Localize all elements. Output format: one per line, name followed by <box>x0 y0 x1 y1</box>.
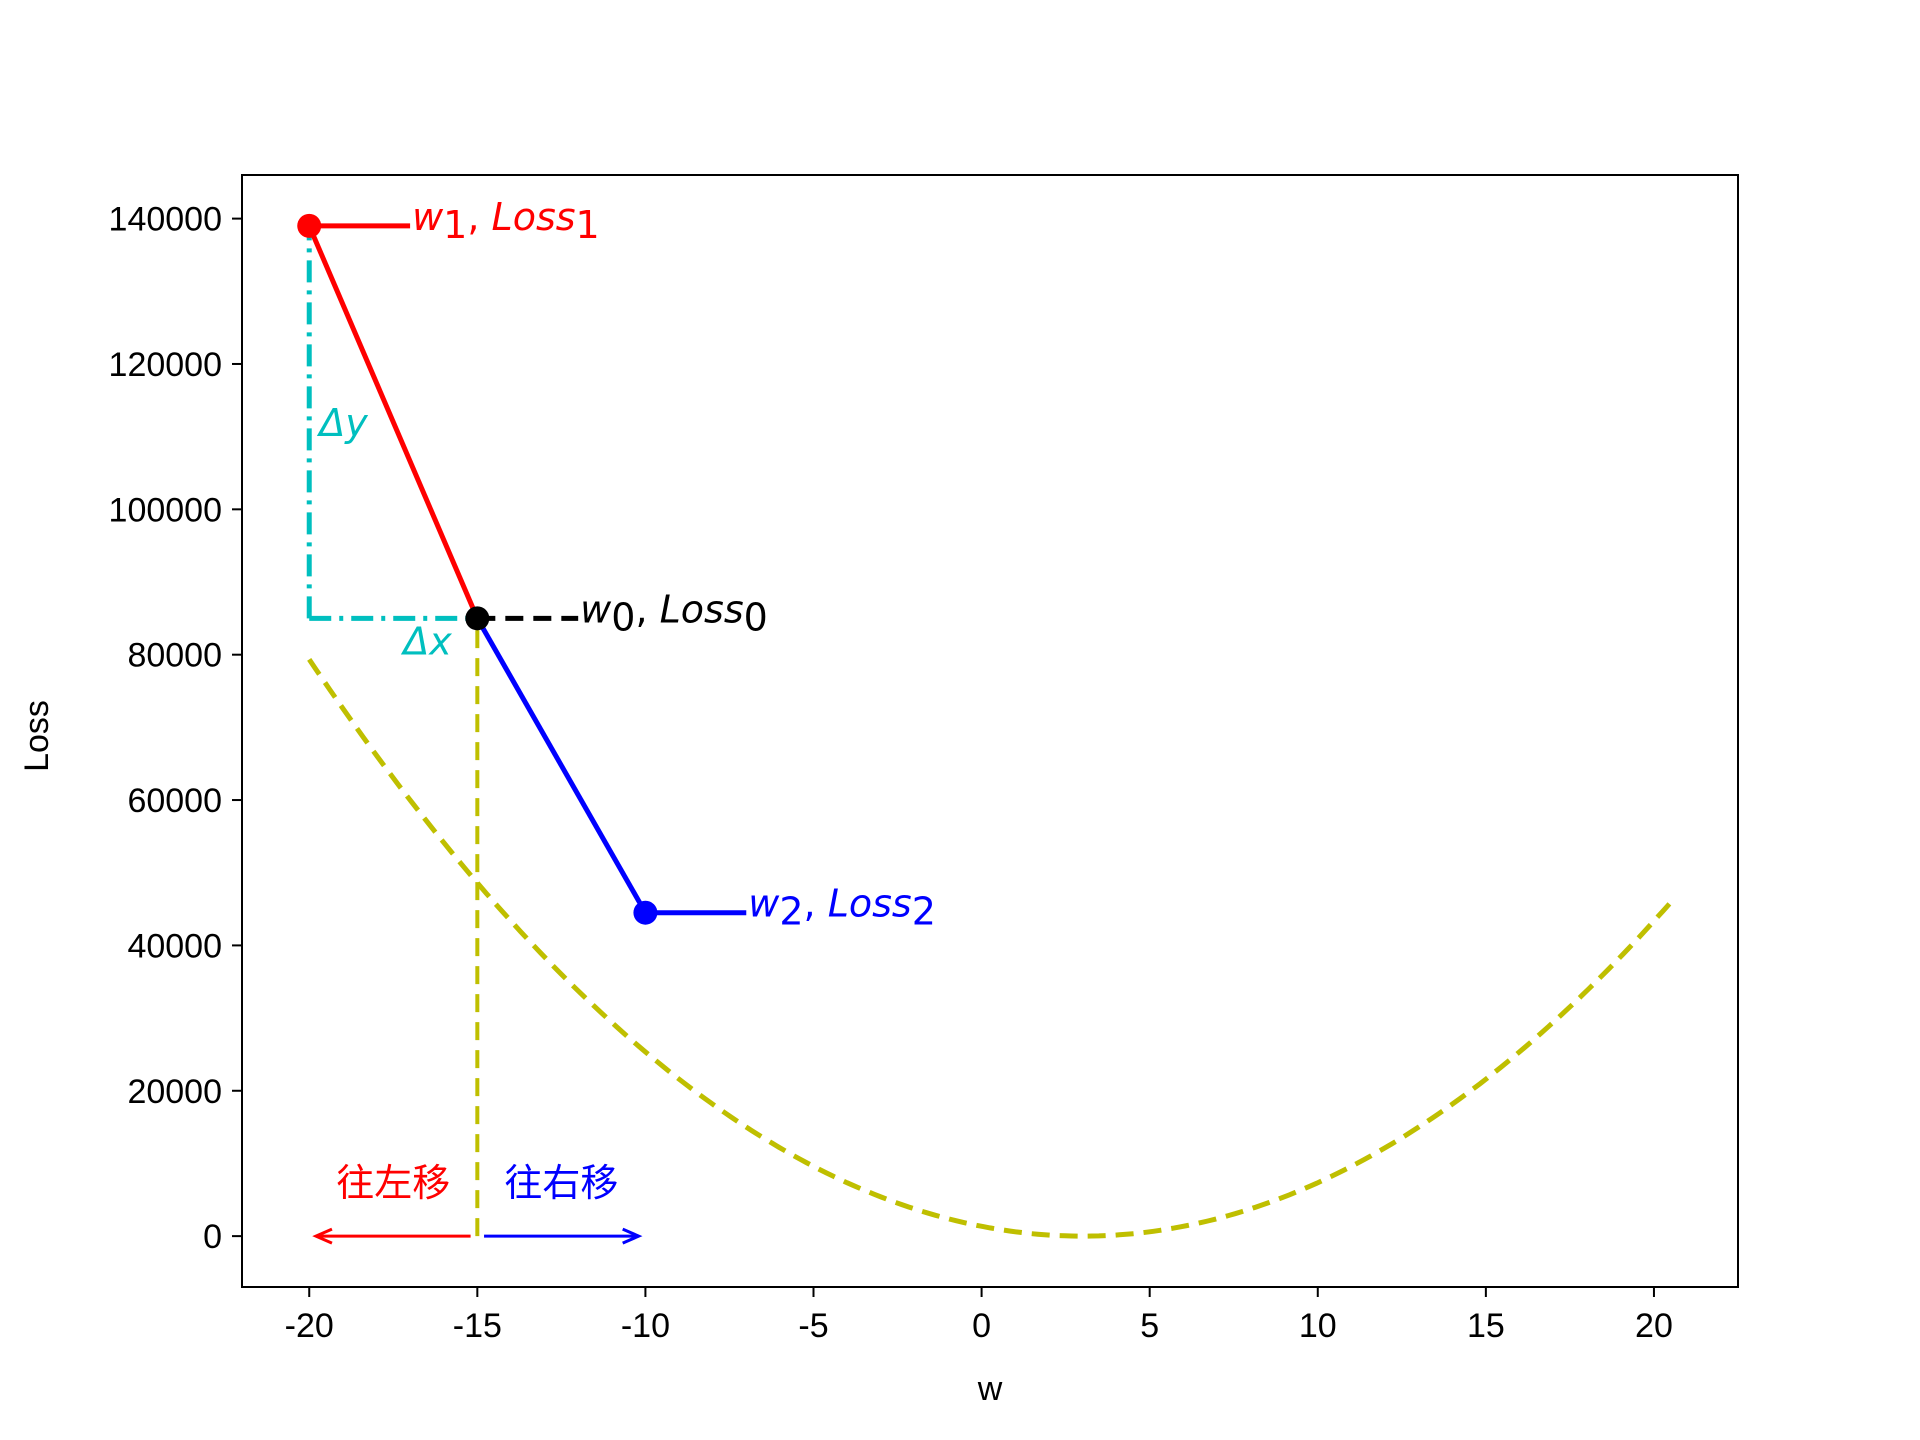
secant-line-right <box>475 617 648 914</box>
x-axis-ticks: -20 -15 -10 -5 0 5 10 15 20 <box>285 1287 1673 1345</box>
y-axis-label: Loss <box>18 700 56 772</box>
x-tick-label: 15 <box>1467 1307 1505 1345</box>
plot-frame <box>241 174 1739 1288</box>
point-w2 <box>633 900 658 925</box>
y-tick-label: 40000 <box>127 927 222 965</box>
x-axis-label: w <box>977 1370 1003 1408</box>
point-label-w0: w0, Loss0 <box>580 587 768 639</box>
move-right-arrow <box>484 1227 643 1245</box>
y-tick-label: 0 <box>203 1218 222 1256</box>
y-tick-label: 60000 <box>127 782 222 820</box>
x-tick-label: 10 <box>1299 1307 1337 1345</box>
x-tick-label: -5 <box>798 1307 828 1345</box>
point-label-w1: w1, Loss1 <box>412 195 600 247</box>
x-tick-label: 5 <box>1140 1307 1159 1345</box>
x-tick-label: 20 <box>1635 1307 1673 1345</box>
move-left-arrow <box>312 1227 471 1245</box>
delta-y-label: Δy <box>316 401 368 445</box>
y-tick-label: 140000 <box>109 201 222 239</box>
point-label-w2: w2, Loss2 <box>748 882 936 934</box>
delta-x-label: Δx <box>400 619 452 663</box>
move-left-label: 往左移 <box>336 1161 450 1205</box>
x-tick-label: 0 <box>972 1307 991 1345</box>
y-tick-label: 80000 <box>127 637 222 675</box>
x-tick-label: -20 <box>285 1307 334 1345</box>
point-w1 <box>297 213 322 238</box>
y-tick-label: 100000 <box>109 491 222 529</box>
secant-line-left <box>306 224 480 620</box>
loss-curve <box>307 658 1673 1239</box>
y-axis-ticks: 0 20000 40000 60000 80000 100000 120000 140000 <box>109 201 242 1256</box>
y-tick-label: 120000 <box>109 346 222 384</box>
y-tick-label: 20000 <box>127 1073 222 1111</box>
x-tick-label: -10 <box>621 1307 670 1345</box>
point-w0 <box>465 606 490 631</box>
move-right-label: 往右移 <box>504 1161 618 1205</box>
x-tick-label: -15 <box>453 1307 502 1345</box>
